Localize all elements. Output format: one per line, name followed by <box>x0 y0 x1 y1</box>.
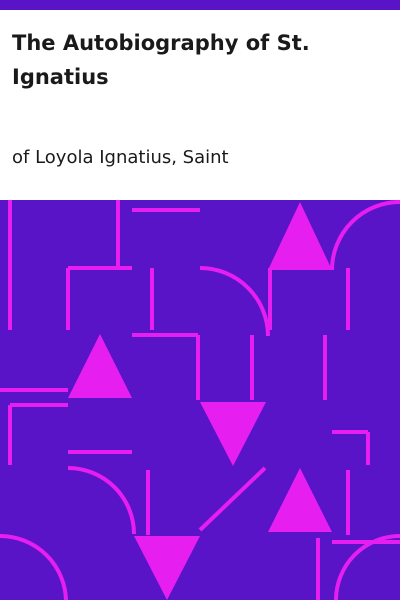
pattern-arc <box>67 466 136 535</box>
pattern-arc <box>330 200 400 271</box>
cover-pattern-art <box>0 200 400 600</box>
pattern-line <box>198 466 267 532</box>
pattern-triangle-up <box>268 202 332 270</box>
pattern-arc <box>199 266 270 337</box>
pattern-arc <box>0 534 68 600</box>
pattern-arc <box>334 534 400 600</box>
book-title: The Autobiography of St. Ignatius <box>12 31 310 89</box>
top-color-strip <box>0 0 400 10</box>
book-author: of Loyola Ignatius, Saint <box>12 147 229 168</box>
pattern-triangle-up <box>68 334 132 398</box>
pattern-triangle-up <box>268 468 332 532</box>
pattern-triangle-down <box>134 536 200 600</box>
pattern-triangle-down <box>200 402 266 466</box>
